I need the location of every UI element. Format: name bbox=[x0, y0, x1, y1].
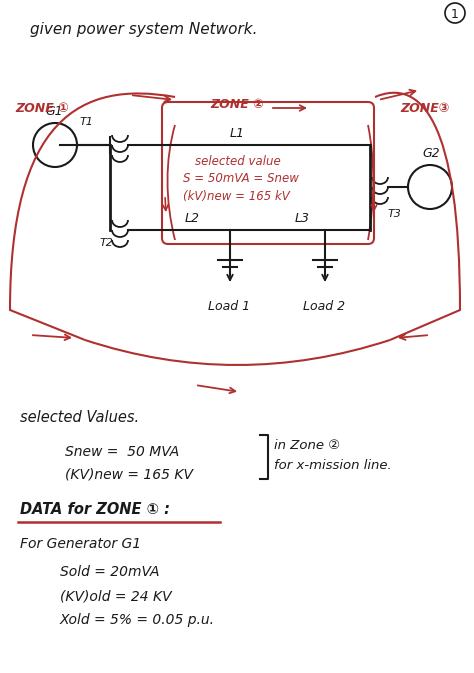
Text: selected Values.: selected Values. bbox=[20, 410, 139, 425]
Text: (kV)new = 165 kV: (kV)new = 165 kV bbox=[183, 190, 290, 203]
Text: For Generator G1: For Generator G1 bbox=[20, 537, 141, 551]
Text: L1: L1 bbox=[230, 127, 245, 140]
Text: Sold = 20mVA: Sold = 20mVA bbox=[60, 565, 159, 579]
Text: for x-mission line.: for x-mission line. bbox=[274, 459, 392, 472]
Text: ZONE ①: ZONE ① bbox=[15, 102, 69, 115]
Text: (KV)new = 165 KV: (KV)new = 165 KV bbox=[65, 467, 193, 481]
Text: G2: G2 bbox=[422, 147, 439, 160]
Text: Snew =  50 MVA: Snew = 50 MVA bbox=[65, 445, 179, 459]
Text: 1: 1 bbox=[451, 8, 459, 21]
Text: Load 2: Load 2 bbox=[303, 300, 345, 313]
Text: (KV)old = 24 KV: (KV)old = 24 KV bbox=[60, 589, 172, 603]
Text: T2: T2 bbox=[100, 238, 114, 248]
Text: Xold = 5% = 0.05 p.u.: Xold = 5% = 0.05 p.u. bbox=[60, 613, 215, 627]
Text: selected value: selected value bbox=[195, 155, 281, 168]
Text: T1: T1 bbox=[80, 117, 94, 127]
Text: given power system Network.: given power system Network. bbox=[30, 22, 257, 37]
Text: Load 1: Load 1 bbox=[208, 300, 250, 313]
Text: S = 50mVA = Snew: S = 50mVA = Snew bbox=[183, 172, 299, 185]
Text: L3: L3 bbox=[295, 212, 310, 225]
Text: in Zone ②: in Zone ② bbox=[274, 439, 340, 452]
Text: ZONE③: ZONE③ bbox=[400, 102, 449, 115]
Text: G1: G1 bbox=[45, 105, 63, 118]
Text: DATA for ZONE ① :: DATA for ZONE ① : bbox=[20, 502, 170, 517]
Text: T3: T3 bbox=[388, 209, 402, 219]
Text: L2: L2 bbox=[185, 212, 200, 225]
Text: ZONE ②: ZONE ② bbox=[210, 98, 264, 111]
